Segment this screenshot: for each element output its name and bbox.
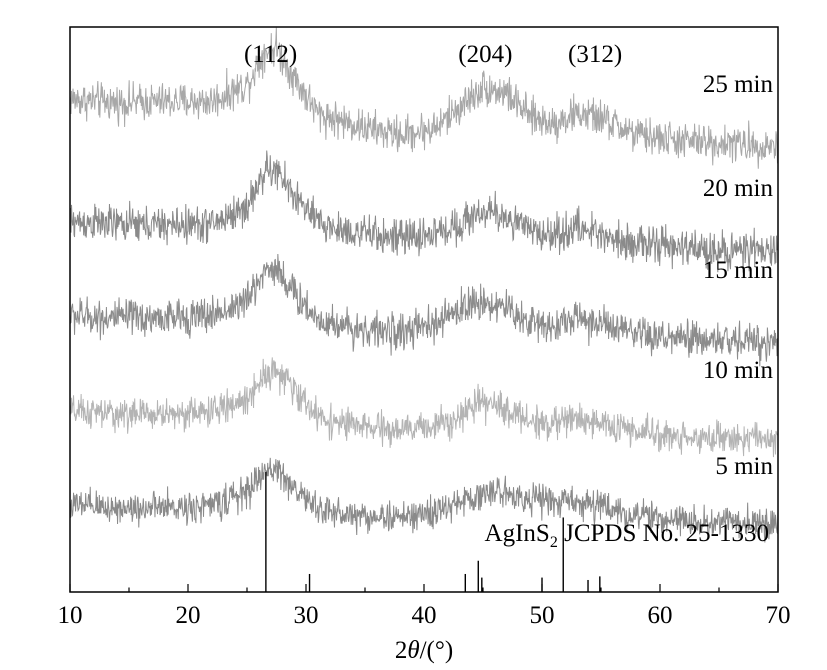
peak-label-1: (112) (244, 41, 297, 68)
x-axis (69, 584, 779, 592)
x-tick-label-70: 70 (766, 602, 791, 629)
series-line-10-min (69, 357, 779, 458)
x-tick-label-40: 40 (412, 602, 437, 629)
x-tick-label-30: 30 (294, 602, 319, 629)
series-layer (69, 27, 779, 543)
plot-area: 10 20 30 40 50 60 70 2θ/(°) (112) (204) (312) 25 mi… (58, 26, 791, 664)
series-line-5-min (69, 457, 779, 543)
series-label-5-min: 5 min (715, 453, 773, 480)
x-tick-label-20: 20 (176, 602, 201, 629)
plot-frame (69, 26, 779, 593)
peak-label-3: (312) (568, 41, 622, 68)
text-layer: 10 20 30 40 50 60 70 2θ/(°) (112) (204) (312) 25 mi… (58, 41, 791, 664)
series-line-25-min (69, 27, 779, 169)
x-tick-label-60: 60 (648, 602, 673, 629)
reference-label: AgInS2 JCPDS No. 25-1330 (485, 520, 769, 551)
x-tick-label-10: 10 (58, 602, 83, 629)
reference-layer (265, 471, 601, 592)
peak-label-2: (204) (458, 41, 512, 68)
x-tick-label-50: 50 (530, 602, 555, 629)
series-line-20-min (69, 150, 779, 273)
series-label-20-min: 20 min (703, 175, 774, 202)
series-label-10-min: 10 min (703, 357, 774, 384)
x-axis-title: 2θ/(°) (395, 637, 453, 664)
series-line-15-min (69, 254, 779, 367)
series-label-25-min: 25 min (703, 71, 774, 98)
series-label-15-min: 15 min (703, 257, 774, 284)
